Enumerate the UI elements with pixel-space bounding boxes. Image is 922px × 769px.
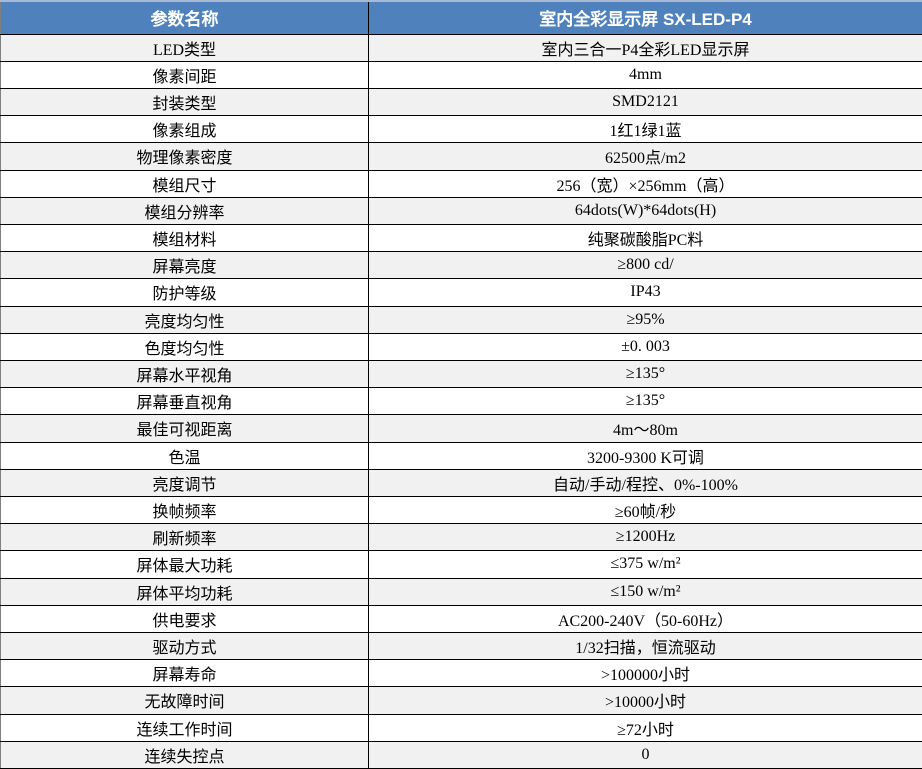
table-row: LED类型 室内三合一P4全彩LED显示屏 [0, 33, 922, 62]
param-name-cell: 供电要求 [0, 604, 369, 633]
table-row: 像素间距 4mm [0, 60, 922, 89]
table-row: 防护等级 IP43 [0, 278, 922, 307]
table-row: 刷新频率 ≥1200Hz [0, 523, 922, 552]
param-value-cell: 纯聚碳酸脂PC料 [368, 223, 922, 253]
param-name-cell: 模组材料 [0, 223, 369, 253]
table-row: 供电要求 AC200-240V（50-60Hz） [0, 604, 922, 633]
param-value-cell: AC200-240V（50-60Hz） [368, 604, 922, 633]
table-row: 屏体最大功耗 ≤375 w/m² [0, 550, 922, 579]
header-cell-param-name: 参数名称 [0, 0, 369, 35]
param-name-cell: 无故障时间 [0, 686, 369, 715]
param-name-cell: 连续失控点 [0, 740, 369, 769]
param-value-cell: ≤150 w/m² [368, 577, 922, 606]
table-row: 屏幕垂直视角 ≥135° [0, 387, 922, 416]
param-name-cell: 驱动方式 [0, 631, 369, 661]
param-name-cell: 屏体最大功耗 [0, 550, 369, 579]
table-row: 换帧频率 ≥60帧/秒 [0, 495, 922, 525]
param-name-cell: 连续工作时间 [0, 713, 369, 742]
param-value-cell: ≥800 cd/ [368, 251, 922, 280]
table-row: 亮度调节 自动/手动/程控、0%-100% [0, 468, 922, 497]
param-name-cell: 屏幕水平视角 [0, 359, 369, 389]
table-row: 屏幕亮度 ≥800 cd/ [0, 251, 922, 280]
param-value-cell: 62500点/m2 [368, 142, 922, 171]
param-value-cell: IP43 [368, 278, 922, 307]
param-value-cell: 4mm [368, 60, 922, 89]
param-name-cell: 刷新频率 [0, 523, 369, 552]
table-row: 封装类型 SMD2121 [0, 87, 922, 117]
table-row: 亮度均匀性 ≥95% [0, 305, 922, 334]
param-name-cell: 最佳可视距离 [0, 414, 369, 443]
param-value-cell: ≥135° [368, 359, 922, 389]
param-name-cell: 屏幕垂直视角 [0, 387, 369, 416]
param-value-cell: SMD2121 [368, 87, 922, 117]
param-name-cell: 模组分辨率 [0, 196, 369, 225]
spec-table-header: 参数名称 室内全彩显示屏 SX-LED-P4 [0, 0, 922, 35]
param-value-cell: 自动/手动/程控、0%-100% [368, 468, 922, 497]
param-name-cell: 屏体平均功耗 [0, 577, 369, 606]
param-name-cell: 色温 [0, 441, 369, 470]
param-value-cell: 1红1绿1蓝 [368, 115, 922, 144]
param-name-cell: 模组尺寸 [0, 169, 369, 198]
param-value-cell: 3200-9300 K可调 [368, 441, 922, 470]
table-row: 屏幕水平视角 ≥135° [0, 359, 922, 389]
table-row: 无故障时间 >10000小时 [0, 686, 922, 715]
param-name-cell: 屏幕寿命 [0, 659, 369, 688]
param-name-cell: 换帧频率 [0, 495, 369, 525]
param-value-cell: >10000小时 [368, 686, 922, 715]
table-row: 模组尺寸 256（宽）×256mm（高） [0, 169, 922, 198]
param-value-cell: ±0. 003 [368, 332, 922, 361]
param-value-cell: >100000小时 [368, 659, 922, 688]
param-name-cell: 像素组成 [0, 115, 369, 144]
table-row: 驱动方式 1/32扫描，恒流驱动 [0, 631, 922, 661]
param-name-cell: 屏幕亮度 [0, 251, 369, 280]
param-value-cell: ≥60帧/秒 [368, 495, 922, 525]
param-value-cell: ≥1200Hz [368, 523, 922, 552]
param-value-cell: 64dots(W)*64dots(H) [368, 196, 922, 225]
param-value-cell: 0 [368, 740, 922, 769]
table-row: 物理像素密度 62500点/m2 [0, 142, 922, 171]
param-name-cell: 像素间距 [0, 60, 369, 89]
param-name-cell: 亮度调节 [0, 468, 369, 497]
table-row: 模组分辨率 64dots(W)*64dots(H) [0, 196, 922, 225]
table-row: 最佳可视距离 4m～80m [0, 414, 922, 443]
table-row: 屏体平均功耗 ≤150 w/m² [0, 577, 922, 606]
table-row: 模组材料 纯聚碳酸脂PC料 [0, 223, 922, 253]
header-cell-product-name: 室内全彩显示屏 SX-LED-P4 [368, 0, 922, 35]
param-name-cell: 物理像素密度 [0, 142, 369, 171]
param-value-cell: ≥95% [368, 305, 922, 334]
table-row: 色温 3200-9300 K可调 [0, 441, 922, 470]
param-name-cell: 封装类型 [0, 87, 369, 117]
param-value-cell: 1/32扫描，恒流驱动 [368, 631, 922, 661]
table-row: 屏幕寿命 >100000小时 [0, 659, 922, 688]
param-value-cell: ≤375 w/m² [368, 550, 922, 579]
param-value-cell: 室内三合一P4全彩LED显示屏 [368, 33, 922, 62]
param-value-cell: ≥135° [368, 387, 922, 416]
param-value-cell: ≥72小时 [368, 713, 922, 742]
table-row: 连续失控点 0 [0, 740, 922, 769]
spec-table-body: LED类型 室内三合一P4全彩LED显示屏 像素间距 4mm 封装类型 SMD2121 像素… [0, 33, 922, 769]
table-row: 色度均匀性 ±0. 003 [0, 332, 922, 361]
header-row: 参数名称 室内全彩显示屏 SX-LED-P4 [0, 0, 922, 35]
table-row: 像素组成 1红1绿1蓝 [0, 115, 922, 144]
param-name-cell: LED类型 [0, 33, 369, 62]
param-name-cell: 亮度均匀性 [0, 305, 369, 334]
param-value-cell: 4m～80m [368, 414, 922, 443]
table-row: 连续工作时间 ≥72小时 [0, 713, 922, 742]
param-name-cell: 防护等级 [0, 278, 369, 307]
param-name-cell: 色度均匀性 [0, 332, 369, 361]
param-value-cell: 256（宽）×256mm（高） [368, 169, 922, 198]
